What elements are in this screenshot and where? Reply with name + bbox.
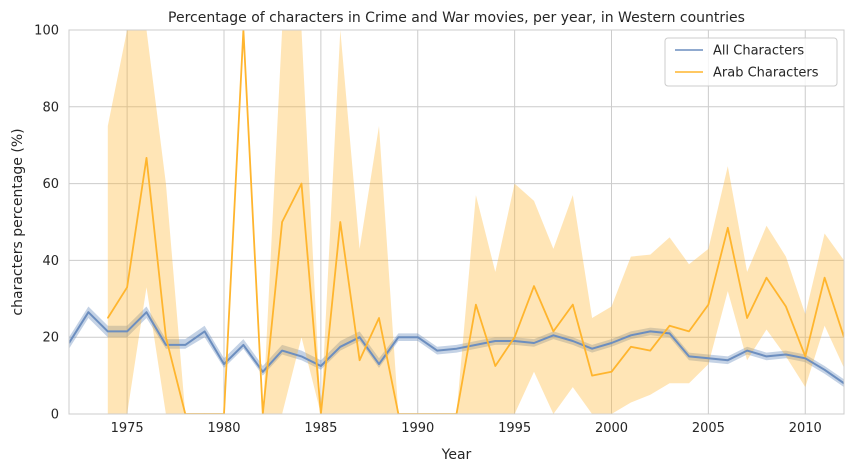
legend-label-all-characters: All Characters bbox=[713, 44, 804, 59]
ci-band-arab-characters bbox=[107, 30, 844, 414]
data-point-arab-characters bbox=[630, 346, 632, 348]
x-tick-label: 1990 bbox=[401, 421, 434, 436]
x-tick-label: 2005 bbox=[692, 421, 725, 436]
x-axis-label: Year bbox=[441, 447, 472, 463]
data-point-arab-characters bbox=[727, 227, 729, 229]
data-point-all-characters bbox=[572, 340, 574, 342]
y-tick-label: 0 bbox=[51, 408, 59, 423]
data-point-all-characters bbox=[184, 344, 186, 346]
data-point-all-characters bbox=[204, 330, 206, 333]
data-point-all-characters bbox=[87, 311, 89, 313]
data-point-all-characters bbox=[727, 359, 729, 361]
data-point-all-characters bbox=[591, 348, 593, 350]
data-point-all-characters bbox=[688, 355, 690, 357]
x-tick-label: 1985 bbox=[304, 421, 337, 436]
x-tick-label: 2010 bbox=[789, 421, 822, 436]
y-tick-label: 40 bbox=[42, 254, 59, 269]
data-point-all-characters bbox=[804, 357, 806, 359]
data-point-arab-characters bbox=[649, 350, 651, 352]
data-point-all-characters bbox=[455, 348, 458, 350]
data-point-all-characters bbox=[824, 369, 826, 371]
data-point-arab-characters bbox=[281, 221, 283, 223]
data-point-all-characters bbox=[281, 350, 283, 352]
data-point-arab-characters bbox=[378, 317, 380, 319]
data-point-all-characters bbox=[436, 350, 438, 352]
data-point-arab-characters bbox=[339, 221, 341, 223]
y-tick-label: 80 bbox=[42, 100, 59, 115]
data-point-all-characters bbox=[378, 363, 380, 365]
data-point-all-characters bbox=[630, 334, 632, 336]
x-tick-label: 1980 bbox=[207, 421, 240, 436]
data-point-arab-characters bbox=[707, 303, 709, 306]
legend-label-arab-characters: Arab Characters bbox=[713, 66, 819, 81]
data-point-arab-characters bbox=[359, 359, 361, 361]
data-point-arab-characters bbox=[785, 305, 787, 308]
data-point-arab-characters bbox=[300, 183, 303, 185]
legend: All Characters Arab Characters bbox=[664, 37, 838, 87]
x-tick-label: 1975 bbox=[111, 421, 144, 436]
data-point-all-characters bbox=[300, 355, 303, 357]
data-point-all-characters bbox=[610, 342, 613, 344]
data-point-arab-characters bbox=[475, 303, 477, 306]
data-point-all-characters bbox=[494, 340, 496, 342]
data-point-arab-characters bbox=[572, 303, 574, 306]
data-point-all-characters bbox=[785, 353, 787, 356]
data-point-arab-characters bbox=[591, 375, 593, 377]
data-point-all-characters bbox=[397, 336, 399, 338]
data-point-arab-characters bbox=[804, 355, 806, 357]
data-point-arab-characters bbox=[610, 371, 613, 373]
data-point-all-characters bbox=[533, 342, 535, 344]
data-point-arab-characters bbox=[514, 336, 516, 338]
chart-title: Percentage of characters in Crime and Wa… bbox=[168, 10, 745, 26]
confidence-bands bbox=[69, 30, 844, 414]
data-point-all-characters bbox=[126, 330, 128, 333]
y-tick-label: 60 bbox=[42, 177, 59, 192]
data-point-arab-characters bbox=[669, 325, 671, 327]
data-point-arab-characters bbox=[145, 157, 148, 159]
data-point-all-characters bbox=[669, 332, 671, 334]
data-point-all-characters bbox=[165, 344, 167, 346]
data-point-all-characters bbox=[145, 311, 148, 313]
data-point-all-characters bbox=[223, 363, 225, 365]
data-point-arab-characters bbox=[533, 285, 535, 287]
data-point-all-characters bbox=[417, 336, 419, 338]
ci-band-all-characters bbox=[69, 306, 844, 388]
data-point-all-characters bbox=[765, 355, 768, 357]
y-axis-label: characters percentage (%) bbox=[10, 128, 26, 315]
data-point-all-characters bbox=[649, 330, 651, 333]
legend-box bbox=[664, 37, 838, 87]
data-point-all-characters bbox=[107, 330, 109, 333]
data-point-all-characters bbox=[514, 340, 516, 342]
data-point-arab-characters bbox=[165, 336, 167, 338]
plot-frame bbox=[68, 29, 845, 415]
y-tick-label: 100 bbox=[34, 24, 59, 39]
y-axis-ticks: 0 20 40 60 80 100 bbox=[34, 24, 59, 423]
data-point-all-characters bbox=[746, 350, 748, 352]
data-point-arab-characters bbox=[126, 286, 128, 288]
x-axis-ticks: 1975 1980 1985 1990 1995 2000 2005 2010 bbox=[111, 421, 822, 436]
data-point-all-characters bbox=[359, 336, 361, 338]
data-point-all-characters bbox=[320, 365, 322, 367]
series-lines bbox=[69, 30, 844, 414]
data-point-all-characters bbox=[552, 334, 554, 336]
data-point-all-characters bbox=[242, 344, 244, 346]
data-point-arab-characters bbox=[765, 277, 768, 279]
data-point-all-characters bbox=[262, 371, 264, 373]
data-point-arab-characters bbox=[688, 330, 690, 333]
data-point-all-characters bbox=[475, 344, 477, 346]
data-point-arab-characters bbox=[107, 317, 109, 319]
x-tick-label: 1995 bbox=[498, 421, 531, 436]
data-point-arab-characters bbox=[552, 330, 554, 333]
data-point-all-characters bbox=[707, 357, 709, 359]
x-tick-label: 2000 bbox=[595, 421, 628, 436]
y-tick-label: 20 bbox=[42, 331, 59, 346]
data-point-arab-characters bbox=[494, 365, 496, 367]
data-point-arab-characters bbox=[824, 277, 826, 279]
data-point-arab-characters bbox=[746, 317, 748, 319]
data-point-all-characters bbox=[339, 346, 341, 348]
